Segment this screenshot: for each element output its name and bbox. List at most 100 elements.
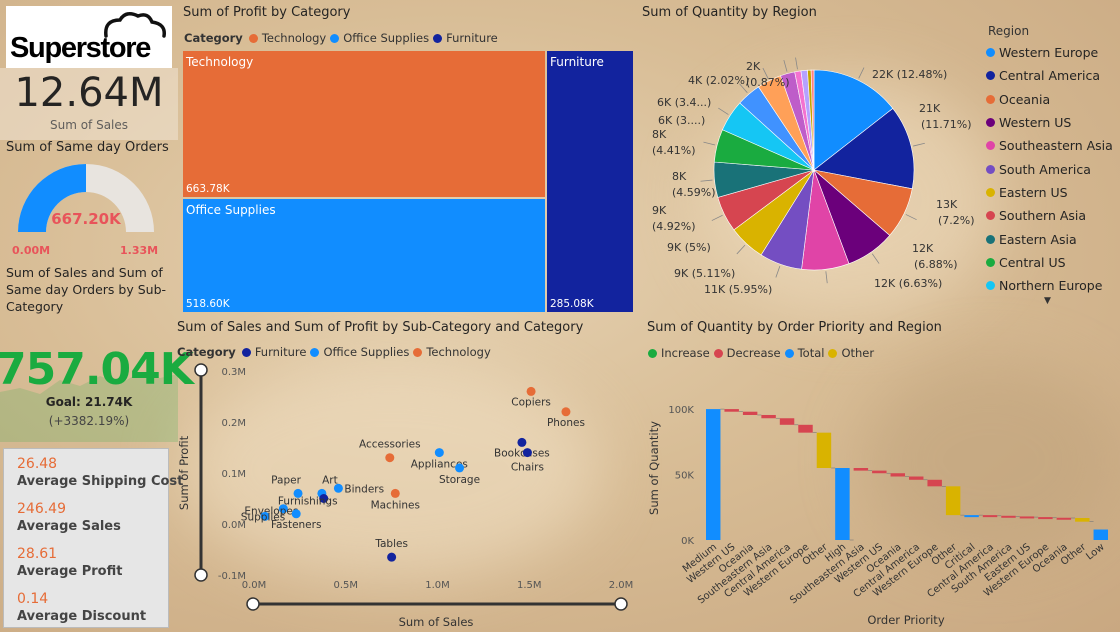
gauge-title: Sum of Same day Orders (6, 140, 169, 155)
legend-dot (986, 257, 995, 267)
waterfall-bar[interactable] (1075, 518, 1090, 522)
averages-card: 26.48 Average Shipping Cost 246.49 Average … (3, 448, 183, 628)
x-tick-label: 0.0M (242, 580, 267, 591)
pie-title: Sum of Quantity by Region (642, 5, 817, 20)
waterfall-bar[interactable] (964, 515, 979, 518)
goal-trend-area (0, 372, 178, 442)
gauge-svg: 667.20K 0.00M 1.33M (12, 164, 158, 257)
scatter-point-storage[interactable] (455, 463, 465, 473)
pie-data-label: 12K (6.88%) (912, 242, 958, 271)
waterfall-bar[interactable] (927, 479, 942, 487)
scatter-point-furnishings[interactable] (319, 494, 329, 503)
pie-legend-item[interactable]: Eastern US (986, 181, 1120, 204)
legend-dot (986, 211, 995, 221)
waterfall-bar[interactable] (890, 473, 905, 477)
legend-dot-decrease (713, 348, 723, 358)
scatter-point-label: Furnishings (278, 496, 338, 508)
waterfall-bar[interactable] (798, 424, 813, 433)
scatter-point-phones[interactable] (561, 407, 571, 417)
scatter-point-label: Accessories (359, 439, 421, 451)
average-value: 0.14 (17, 591, 49, 607)
treemap-tile-technology[interactable]: Technology 663.78K (183, 51, 545, 197)
waterfall-bar[interactable] (816, 432, 832, 468)
legend-dot (986, 48, 995, 58)
pie-data-label: 9K (5.11%) (674, 267, 735, 280)
logo: Superstore (6, 6, 172, 68)
waterfall-bar[interactable] (945, 486, 961, 516)
x-tick-label: 1.0M (425, 580, 450, 591)
legend-dot (986, 141, 995, 151)
x-slider-handle-left[interactable] (246, 597, 260, 611)
scatter-point-paper[interactable] (293, 488, 303, 498)
pie-data-label: 6K (3.4...) (657, 96, 711, 109)
legend-dot-total (784, 348, 794, 358)
scatter-point-envelopes[interactable] (278, 504, 288, 514)
x-tick-label: Low (1084, 542, 1106, 563)
legend-label-furniture: Furniture (446, 31, 498, 45)
waterfall-bar[interactable] (1019, 516, 1035, 519)
scatter-point-bookcases[interactable] (517, 437, 527, 447)
waterfall-bar[interactable] (872, 470, 887, 474)
pie-slice[interactable] (813, 69, 894, 171)
legend-dot-furniture (241, 347, 251, 357)
waterfall-bar[interactable] (982, 515, 998, 518)
pie-leader-line (858, 67, 865, 79)
legend-label: Western US (999, 115, 1072, 131)
pie-legend-item[interactable]: Western Europe (986, 41, 1120, 64)
treemap-tile-office-supplies[interactable]: Office Supplies 518.60K (183, 199, 545, 312)
scatter-point-chairs[interactable] (522, 448, 532, 458)
tile-value: 663.78K (186, 183, 230, 195)
waterfall-bar[interactable] (761, 414, 776, 419)
legend-scroll-down-icon[interactable]: ▼ (1044, 296, 1051, 306)
tile-label: Technology (186, 55, 254, 69)
x-slider-handle-right[interactable] (614, 597, 628, 611)
pie-legend-item[interactable]: Northern Europe (986, 274, 1120, 297)
pie-legend-item[interactable]: Western US (986, 111, 1120, 134)
waterfall-bar[interactable] (853, 468, 869, 471)
pie-legend-item[interactable]: Eastern Asia (986, 227, 1120, 250)
treemap-tile-furniture[interactable]: Furniture 285.08K (547, 51, 633, 312)
scatter-point-appliances[interactable] (434, 448, 444, 458)
pie-data-label: 8K (4.41%) (652, 128, 696, 157)
y-slider-handle-bottom[interactable] (194, 568, 208, 582)
sales-kpi-label: Sum of Sales (49, 118, 129, 132)
pie-legend-item[interactable]: Southeastern Asia (986, 134, 1120, 157)
waterfall-bar[interactable] (724, 409, 739, 412)
scatter-point-label: Bookcases (494, 447, 550, 459)
waterfall-bar[interactable] (1001, 515, 1016, 518)
y-axis-title: Sum of Profit (177, 435, 191, 510)
pie-legend-item[interactable]: Southern Asia (986, 204, 1120, 227)
waterfall-bar[interactable] (706, 409, 721, 540)
pie-data-label: 11K (5.95%) (704, 283, 772, 296)
y-slider-handle-top[interactable] (194, 363, 208, 377)
scatter-point-binders[interactable] (333, 483, 343, 493)
pie-legend-item[interactable]: Central US (986, 251, 1120, 274)
scatter-point-copiers[interactable] (526, 386, 536, 396)
pie-legend-item[interactable]: South America (986, 157, 1120, 180)
same-day-orders-gauge: Sum of Same day Orders 667.20K 0.00M 1.3… (0, 140, 178, 262)
legend-dot (986, 71, 995, 81)
goal-kpi-title: Sum of Sales and Sum of Same day Orders … (6, 265, 167, 314)
pie-data-label: 6K (3....) (658, 114, 705, 127)
legend-label: Northern Europe (999, 278, 1103, 294)
legend-label-technology: Technology (261, 31, 327, 45)
legend-dot-increase (648, 348, 657, 358)
pie-slice[interactable] (813, 108, 915, 190)
waterfall-bar[interactable] (1056, 517, 1072, 520)
waterfall-bar[interactable] (835, 468, 850, 540)
scatter-point-fasteners[interactable] (291, 509, 301, 519)
waterfall-bar[interactable] (909, 476, 924, 480)
scatter-point-tables[interactable] (387, 552, 397, 562)
waterfall-bar[interactable] (1093, 529, 1108, 540)
scatter-point-accessories[interactable] (385, 453, 395, 463)
waterfall-bar[interactable] (779, 418, 795, 425)
scatter-point-supplies[interactable] (260, 511, 270, 521)
scatter-point-label: Art (322, 474, 338, 486)
pie-legend-title: Region (988, 24, 1030, 38)
pie-legend-item[interactable]: Central America (986, 64, 1120, 87)
scatter-point-machines[interactable] (390, 488, 400, 498)
pie-slice[interactable] (810, 69, 815, 171)
waterfall-bar[interactable] (742, 411, 758, 415)
waterfall-bar[interactable] (1038, 517, 1053, 520)
pie-legend-item[interactable]: Oceania (986, 88, 1120, 111)
